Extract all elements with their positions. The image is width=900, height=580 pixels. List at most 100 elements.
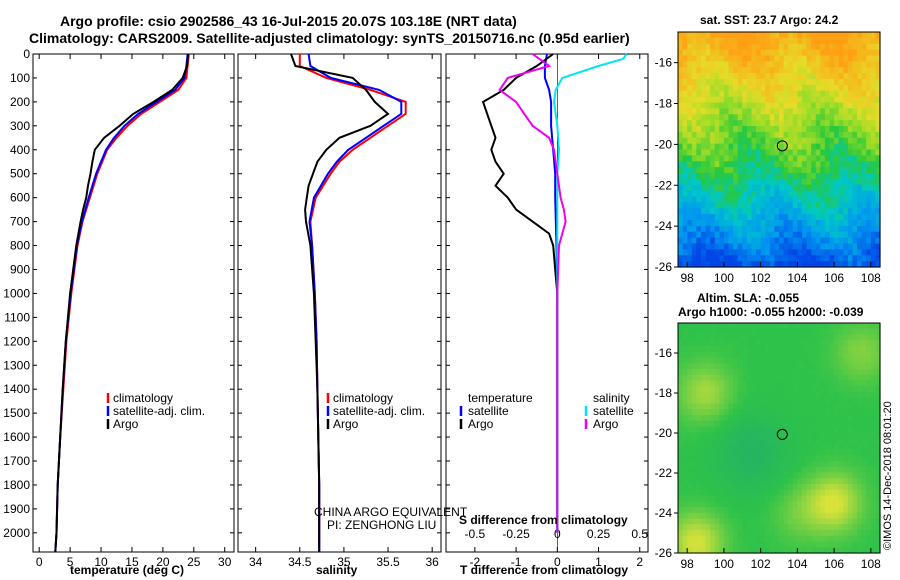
sla-map-cell (783, 541, 789, 548)
sst-map-cell (824, 255, 831, 262)
sla-map-cell (806, 340, 812, 347)
sst-map-cell (682, 178, 688, 186)
sst-map-cell (687, 255, 693, 262)
sla-map-cell (838, 369, 844, 376)
sst-map-cell (801, 167, 808, 174)
sst-map-cell (774, 261, 780, 268)
sla-map-cell (857, 512, 863, 520)
sst-map-cell (875, 231, 881, 239)
sst-map-cell (792, 32, 798, 39)
sla-map-cell (719, 346, 725, 353)
sla-map-cell (696, 547, 702, 554)
sst-map-cell (875, 261, 881, 268)
sla-map-cell (687, 518, 693, 525)
sla-map-cell (861, 403, 867, 410)
sla-map-cell (687, 426, 693, 433)
sst-map-cell (723, 84, 730, 92)
sla-map-cell (728, 512, 734, 520)
sst-map-cell (806, 73, 812, 80)
sst-map-cell (774, 249, 780, 256)
sla-map-cell (691, 518, 697, 525)
sla-map-cell (834, 328, 840, 336)
sla-map-cell (733, 415, 739, 422)
sst-map-cell (815, 161, 821, 168)
sst-map-cell (857, 67, 863, 74)
sst-map-cell (723, 73, 730, 80)
sst-map-cell (797, 137, 803, 145)
sla-map-cell (760, 328, 766, 336)
sla-map-cell (687, 466, 693, 474)
salinity-series-argo (290, 53, 390, 552)
sla-map-cell (838, 380, 844, 387)
sla-map-cell (687, 449, 693, 456)
sst-map-cell (742, 55, 748, 62)
sla-map-cell (792, 472, 798, 479)
sst-map-cell (870, 220, 877, 227)
sst-map-cell (687, 79, 693, 86)
sla-map-cell (857, 328, 863, 336)
sst-map-cell (875, 131, 881, 139)
sla-map-cell (719, 547, 725, 554)
sst-map-cell (861, 214, 867, 221)
sla-map-cell (737, 472, 743, 479)
sst-map-cell (797, 84, 803, 92)
sla-map-cell (751, 501, 757, 508)
sla-map-cell (737, 334, 743, 341)
sst-map-cell (733, 237, 739, 245)
sst-map-cell (824, 102, 831, 109)
sla-map-cell (829, 438, 835, 445)
tdiff-x-tick-label: -1 (511, 555, 522, 569)
sst-map-cell (783, 90, 789, 98)
sla-map-cell (861, 438, 867, 445)
sst-map-cell (838, 231, 844, 239)
header-line-1: Argo profile: csio 2902586_43 16-Jul-201… (60, 13, 517, 29)
sla-map-cell (815, 518, 821, 525)
sla-map-cell (774, 420, 780, 428)
sla-map-cell (760, 461, 766, 468)
sla-map-cell (847, 340, 854, 347)
sst-map-cell (769, 231, 776, 239)
sst-map-cell (847, 220, 854, 227)
sla-map-cell (834, 409, 840, 416)
sla-map-cell (769, 541, 776, 548)
sst-map-cell (847, 161, 854, 168)
depth-tick-label: 400 (10, 143, 30, 157)
sla-map-cell (843, 392, 849, 399)
sla-map-cell (792, 489, 798, 497)
sst-map-cell (829, 55, 835, 62)
sla-map-cell (756, 380, 762, 387)
sst-map-cell (714, 220, 720, 227)
sla-map-cell (792, 547, 798, 554)
sla-map-cell (769, 484, 776, 491)
sla-map-cell (714, 466, 720, 474)
sla-map-cell (870, 507, 877, 514)
sla-map-cell (723, 455, 730, 462)
sla-map-cell (682, 374, 688, 382)
sst-map-cell (861, 143, 867, 151)
sst-map-cell (779, 196, 785, 203)
sst-map-cell (733, 37, 739, 45)
sst-map-cell (765, 120, 771, 127)
sla-map-cell (705, 334, 711, 341)
sla-map-cell (852, 466, 858, 474)
sla-map-cell (783, 478, 789, 485)
sst-map-cell (838, 96, 844, 104)
sst-map-cell (719, 208, 725, 215)
s-difference-axis-label: S difference from climatology (459, 513, 628, 527)
sst-map-cell (852, 208, 858, 215)
sla-map-cell (751, 420, 757, 428)
sst-map-cell (824, 167, 831, 174)
sst-map-cell (843, 67, 849, 74)
sla-map-cell (710, 351, 716, 359)
sst-map-cell (824, 249, 831, 256)
sst-map-cell (774, 67, 780, 74)
sla-map-cell (824, 541, 831, 548)
sla-map-cell (815, 466, 821, 474)
sla-map-cell (696, 415, 702, 422)
sla-map-cell (820, 392, 826, 399)
sst-map-cell (705, 184, 711, 192)
sla-map-cell (829, 409, 835, 416)
sst-map-x-tick-label: 102 (751, 271, 771, 285)
sst-map-cell (861, 67, 867, 74)
sla-map-cell (705, 443, 711, 451)
